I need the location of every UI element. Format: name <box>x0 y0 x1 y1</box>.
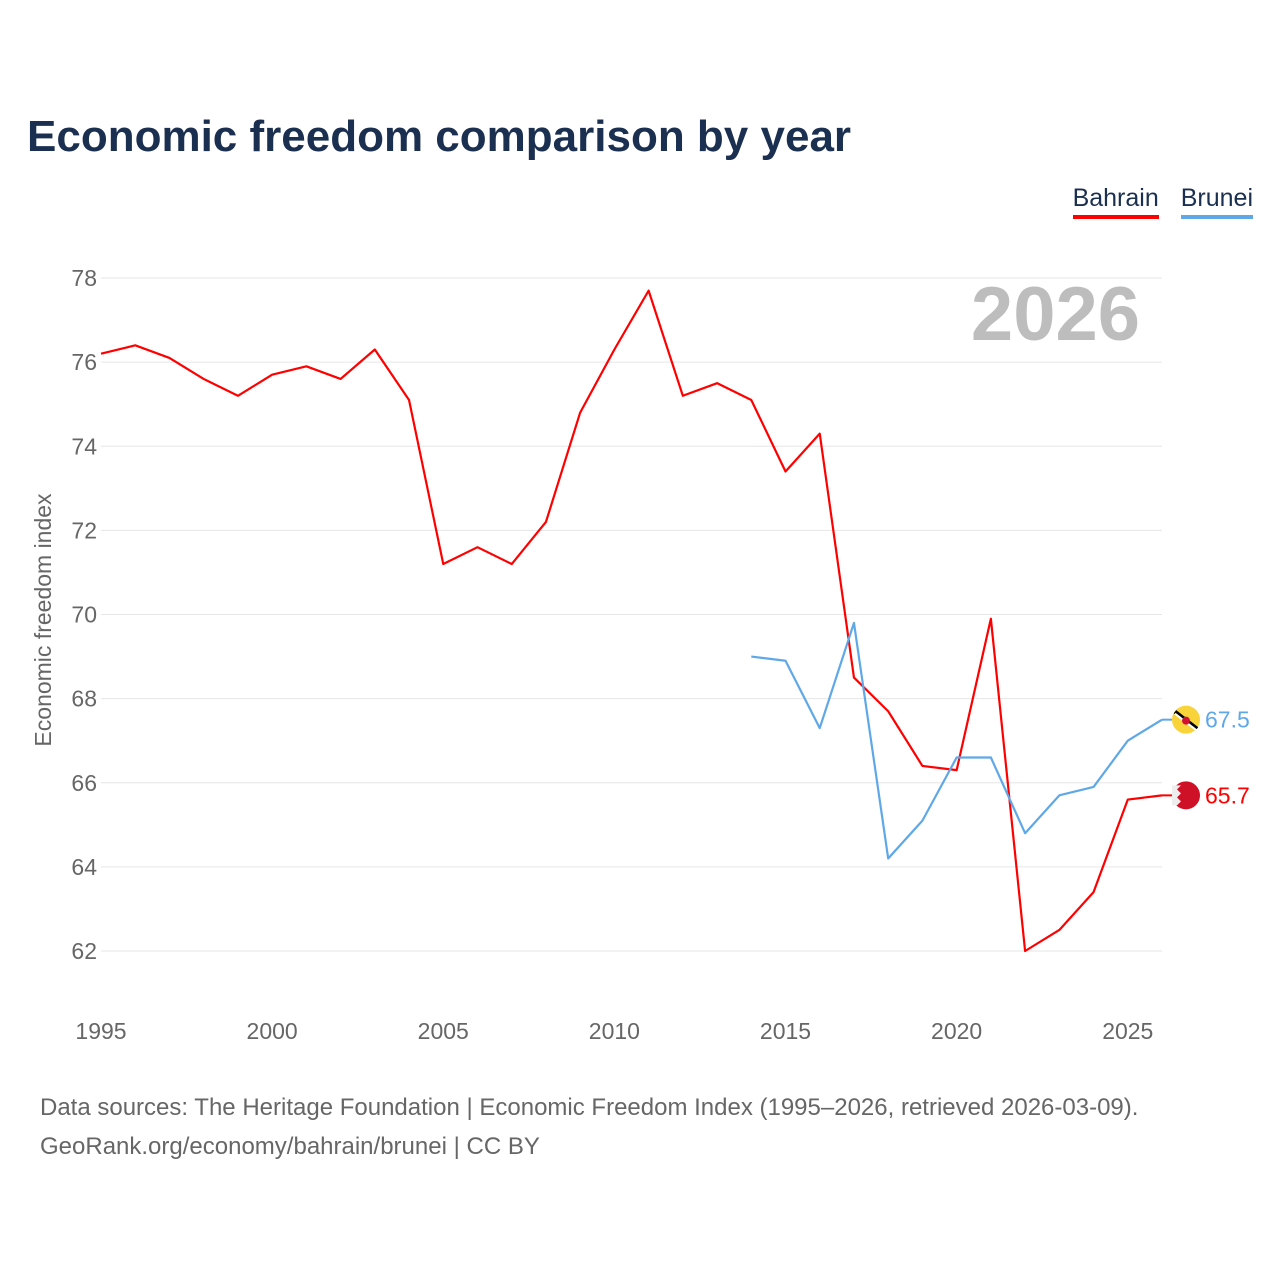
x-tick-label: 2025 <box>1102 1018 1153 1044</box>
chart-title: Economic freedom comparison by year <box>27 112 852 161</box>
legend-brunei[interactable]: Brunei <box>1180 184 1253 219</box>
source-line-1: Data sources: The Heritage Foundation | … <box>40 1094 1139 1121</box>
year-watermark: 2026 <box>971 272 1140 357</box>
x-tick-label: 2020 <box>931 1018 982 1044</box>
y-tick-label: 72 <box>71 517 97 543</box>
legend-bahrain[interactable]: Bahrain <box>1072 184 1159 219</box>
flag-emblem <box>1182 716 1190 725</box>
y-tick-label: 70 <box>71 602 97 628</box>
flag-serration <box>1172 785 1181 806</box>
source-line-2[interactable]: GeoRank.org/economy/bahrain/brunei | CC … <box>40 1133 540 1160</box>
source-note: Data sources: The Heritage Foundation | … <box>40 1088 1138 1166</box>
y-tick-label: 78 <box>71 265 97 291</box>
y-tick-label: 76 <box>71 349 97 375</box>
legend: Bahrain Brunei <box>1072 184 1253 219</box>
y-tick-label: 64 <box>71 854 97 880</box>
x-tick-label: 2015 <box>760 1018 811 1044</box>
end-value-label-bahrain: 65.7 <box>1205 782 1250 808</box>
series-line-brunei <box>751 621 1163 860</box>
x-tick-label: 2005 <box>418 1018 469 1044</box>
y-tick-label: 68 <box>71 686 97 712</box>
x-tick-label: 2000 <box>247 1018 298 1044</box>
x-tick-label: 2010 <box>589 1018 640 1044</box>
y-axis-label: Economic freedom index <box>30 493 56 747</box>
y-tick-label: 74 <box>71 433 97 459</box>
series-line-bahrain <box>100 289 1163 953</box>
x-tick-label: 1995 <box>75 1018 126 1044</box>
end-value-label-brunei: 67.5 <box>1205 707 1250 733</box>
y-tick-label: 62 <box>71 938 97 964</box>
y-tick-label: 66 <box>71 770 97 796</box>
